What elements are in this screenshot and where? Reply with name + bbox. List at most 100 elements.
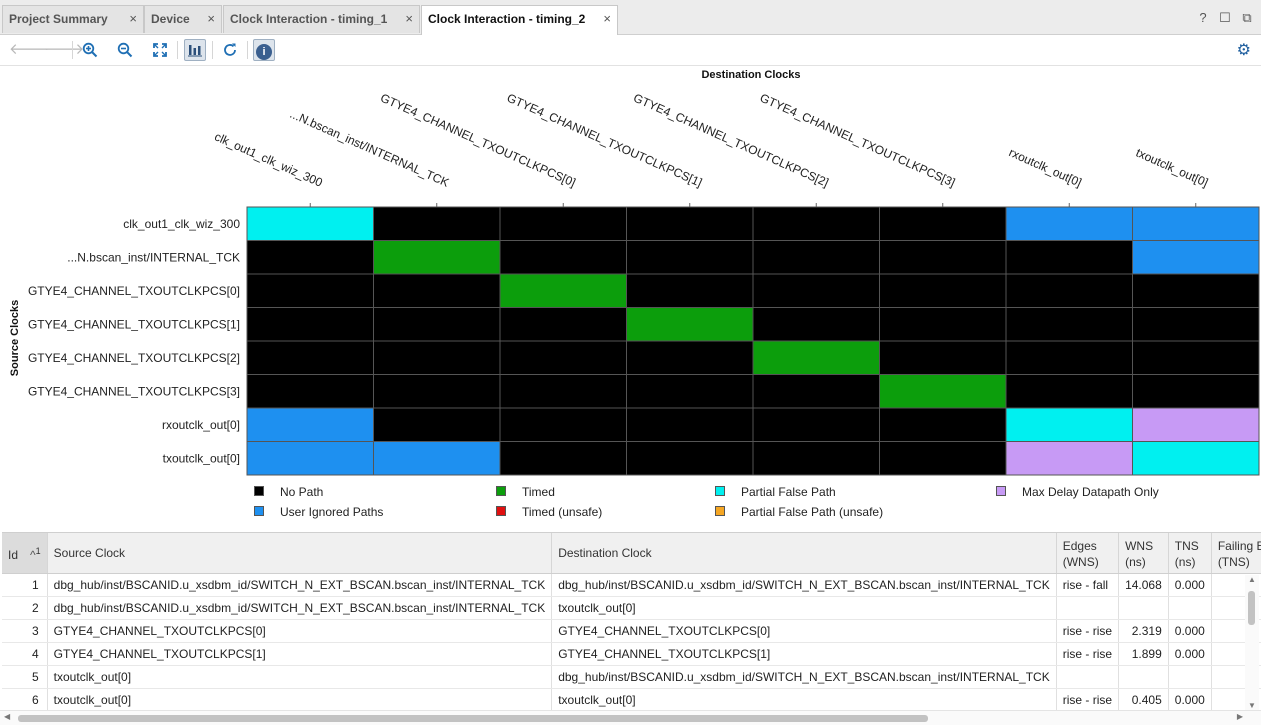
- zoom-in-icon[interactable]: [79, 39, 101, 61]
- matrix-cell-no-path[interactable]: [752, 307, 880, 342]
- matrix-cell-max-delay[interactable]: [1005, 441, 1133, 476]
- fit-icon[interactable]: [149, 39, 171, 61]
- scroll-down-icon[interactable]: ▼: [1248, 701, 1256, 710]
- matrix-cell-no-path[interactable]: [752, 407, 880, 442]
- column-header[interactable]: Destination Clock: [551, 533, 1057, 574]
- matrix-cell-no-path[interactable]: [752, 441, 880, 476]
- column-header[interactable]: Failing Endpoints (TNS): [1211, 533, 1261, 574]
- close-icon[interactable]: ×: [207, 11, 215, 26]
- table-row[interactable]: 1 dbg_hub/inst/BSCANID.u_xsdbm_id/SWITCH_…: [2, 573, 1261, 597]
- matrix-cell-partial-false[interactable]: [1005, 407, 1133, 442]
- matrix-cell-user-ignored[interactable]: [246, 407, 374, 442]
- table-vertical-scrollbar[interactable]: ▲ ▼: [1245, 575, 1259, 710]
- matrix-cell-no-path[interactable]: [499, 374, 627, 409]
- matrix-cell-no-path[interactable]: [626, 206, 754, 241]
- matrix-cell-timed[interactable]: [752, 340, 880, 375]
- matrix-cell-timed[interactable]: [373, 240, 501, 275]
- matrix-cell-user-ignored[interactable]: [246, 441, 374, 476]
- close-icon[interactable]: ×: [405, 11, 413, 26]
- back-arrow-icon[interactable]: 🡐: [9, 41, 50, 58]
- matrix-cell-no-path[interactable]: [879, 273, 1007, 308]
- matrix-cell-no-path[interactable]: [752, 240, 880, 275]
- restore-icon[interactable]: ☐: [1219, 10, 1231, 25]
- matrix-cell-no-path[interactable]: [499, 407, 627, 442]
- matrix-cell-no-path[interactable]: [626, 273, 754, 308]
- matrix-cell-no-path[interactable]: [246, 374, 374, 409]
- matrix-cell-no-path[interactable]: [626, 441, 754, 476]
- matrix-cell-timed[interactable]: [499, 273, 627, 308]
- matrix-cell-user-ignored[interactable]: [1132, 240, 1260, 275]
- help-icon[interactable]: ?: [1199, 10, 1207, 25]
- matrix-cell-no-path[interactable]: [246, 340, 374, 375]
- matrix-cell-no-path[interactable]: [1132, 374, 1260, 409]
- table-horizontal-scrollbar[interactable]: ◀ ▶: [0, 710, 1261, 725]
- matrix-cell-no-path[interactable]: [373, 407, 501, 442]
- matrix-cell-no-path[interactable]: [373, 307, 501, 342]
- matrix-cell-no-path[interactable]: [373, 206, 501, 241]
- matrix-cell-no-path[interactable]: [752, 374, 880, 409]
- matrix-cell-no-path[interactable]: [373, 374, 501, 409]
- matrix-cell-max-delay[interactable]: [1132, 407, 1260, 442]
- scroll-right-icon[interactable]: ▶: [1236, 712, 1243, 721]
- forward-arrow-icon[interactable]: 🡒: [44, 41, 85, 58]
- matrix-cell-no-path[interactable]: [373, 273, 501, 308]
- column-header[interactable]: WNS (ns): [1118, 533, 1169, 574]
- matrix-cell-no-path[interactable]: [1005, 307, 1133, 342]
- column-header[interactable]: Edges (WNS): [1056, 533, 1120, 574]
- matrix-cell-no-path[interactable]: [879, 340, 1007, 375]
- column-header[interactable]: TNS (ns): [1168, 533, 1212, 574]
- matrix-cell-timed[interactable]: [626, 307, 754, 342]
- table-row[interactable]: 3 GTYE4_CHANNEL_TXOUTCLKPCS[0] GTYE4_CHANN…: [2, 619, 1261, 643]
- matrix-cell-user-ignored[interactable]: [1132, 206, 1260, 241]
- chart-toggle-icon[interactable]: [184, 39, 206, 61]
- close-icon[interactable]: ×: [129, 11, 137, 26]
- matrix-cell-no-path[interactable]: [626, 240, 754, 275]
- matrix-cell-user-ignored[interactable]: [373, 441, 501, 476]
- matrix-cell-partial-false[interactable]: [1132, 441, 1260, 476]
- matrix-cell-no-path[interactable]: [879, 240, 1007, 275]
- matrix-cell-no-path[interactable]: [752, 273, 880, 308]
- matrix-cell-no-path[interactable]: [499, 441, 627, 476]
- matrix-cell-user-ignored[interactable]: [1005, 206, 1133, 241]
- table-row[interactable]: 4 GTYE4_CHANNEL_TXOUTCLKPCS[1] GTYE4_CHANN…: [2, 642, 1261, 666]
- popout-icon[interactable]: ⧉: [1242, 10, 1252, 25]
- info-icon[interactable]: i: [253, 39, 275, 61]
- matrix-cell-no-path[interactable]: [879, 206, 1007, 241]
- matrix-cell-no-path[interactable]: [1005, 240, 1133, 275]
- table-row[interactable]: 2 dbg_hub/inst/BSCANID.u_xsdbm_id/SWITCH_…: [2, 596, 1261, 620]
- matrix-cell-no-path[interactable]: [499, 340, 627, 375]
- matrix-cell-no-path[interactable]: [752, 206, 880, 241]
- matrix-cell-partial-false[interactable]: [246, 206, 374, 241]
- matrix-cell-timed[interactable]: [879, 374, 1007, 409]
- tab-device[interactable]: Device ×: [144, 5, 222, 33]
- settings-gear-icon[interactable]: ⚙: [1236, 42, 1251, 59]
- refresh-icon[interactable]: [219, 39, 241, 61]
- matrix-cell-no-path[interactable]: [1132, 340, 1260, 375]
- column-header[interactable]: Source Clock: [47, 533, 553, 574]
- matrix-cell-no-path[interactable]: [879, 441, 1007, 476]
- scroll-left-icon[interactable]: ◀: [4, 712, 11, 721]
- tab-clock-interaction-timing-2[interactable]: Clock Interaction - timing_2 ×: [421, 5, 618, 35]
- scroll-up-icon[interactable]: ▲: [1248, 575, 1256, 584]
- tab-project-summary[interactable]: Project Summary ×: [2, 5, 144, 33]
- scroll-thumb[interactable]: [18, 715, 928, 722]
- column-header[interactable]: Id ^1: [2, 533, 48, 574]
- table-row[interactable]: 5 txoutclk_out[0] dbg_hub/inst/BSCANID.u_x…: [2, 665, 1261, 689]
- matrix-cell-no-path[interactable]: [1005, 374, 1133, 409]
- matrix-cell-no-path[interactable]: [499, 307, 627, 342]
- matrix-cell-no-path[interactable]: [1132, 307, 1260, 342]
- matrix-cell-no-path[interactable]: [879, 307, 1007, 342]
- scroll-thumb[interactable]: [1248, 591, 1255, 625]
- matrix-cell-no-path[interactable]: [879, 407, 1007, 442]
- close-icon[interactable]: ×: [603, 11, 611, 26]
- matrix-cell-no-path[interactable]: [246, 307, 374, 342]
- table-row[interactable]: 6 txoutclk_out[0] txoutclk_out[0] rise - ri…: [2, 688, 1261, 710]
- matrix-cell-no-path[interactable]: [1005, 340, 1133, 375]
- matrix-cell-no-path[interactable]: [1132, 273, 1260, 308]
- matrix-cell-no-path[interactable]: [626, 407, 754, 442]
- matrix-cell-no-path[interactable]: [246, 273, 374, 308]
- matrix-cell-no-path[interactable]: [626, 374, 754, 409]
- tab-clock-interaction-timing-1[interactable]: Clock Interaction - timing_1 ×: [223, 5, 420, 33]
- zoom-out-icon[interactable]: [114, 39, 136, 61]
- matrix-cell-no-path[interactable]: [1005, 273, 1133, 308]
